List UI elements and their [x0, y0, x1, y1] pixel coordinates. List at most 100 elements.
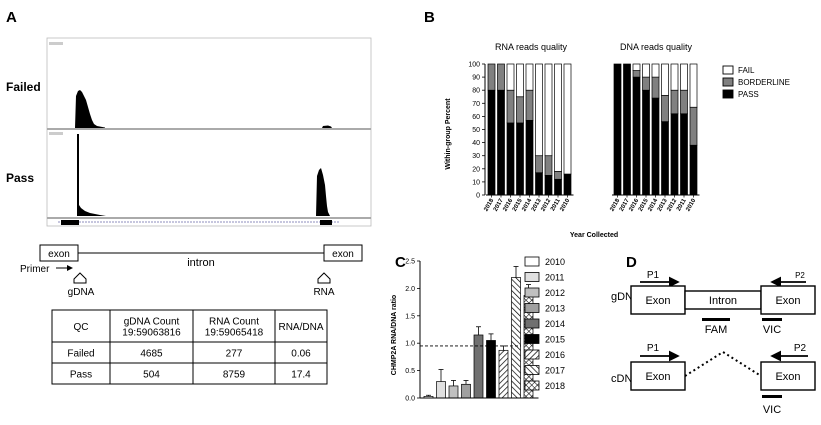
- gdna-exon1-label: Exon: [645, 295, 670, 307]
- assay-cdna: cDNA P1 P2 Exon Exon VIC: [611, 343, 816, 416]
- chart-b-y-tick-label: 40: [472, 140, 480, 147]
- table-cell: Failed: [67, 349, 94, 360]
- chart-b-title-rna: RNA reads quality: [495, 42, 568, 52]
- chart-b-y-tick-label: 30: [472, 153, 480, 160]
- chart-c-legend-label: 2013: [545, 304, 565, 314]
- chart-b-bar-fail: [642, 63, 650, 78]
- panel-c: C CHMP2A RNA/DNA ratio 0.0 0.5 1.0 1.5 2.0 2.…: [391, 254, 565, 403]
- annotation-exon: [61, 220, 79, 225]
- chart-b-bar-borderline: [535, 155, 543, 174]
- cdna-exon2-box: [760, 361, 816, 391]
- chart-b-bar-pass: [623, 63, 631, 196]
- table-cell: 4685: [140, 349, 163, 360]
- chart-b-x-tick-label: 2010: [559, 197, 571, 212]
- table-cell: 17.4: [291, 370, 311, 381]
- chart-b-bar-pass: [487, 89, 496, 196]
- chart-b-bar-pass: [670, 113, 679, 196]
- chart-b-bar-borderline: [632, 70, 641, 78]
- table-cell: 504: [143, 370, 160, 381]
- chart-c-ylabel: CHMP2A RNA/DNA ratio: [391, 295, 398, 375]
- chart-c-bar: [511, 277, 521, 399]
- chart-b-bar-borderline: [516, 96, 524, 124]
- chart-c-legend-label: 2017: [545, 366, 565, 376]
- cdna-exon1-label: Exon: [645, 371, 670, 383]
- chart-b-bar-borderline: [661, 95, 669, 122]
- chart-b-bar-pass: [554, 178, 562, 196]
- gdna-label: gDNA: [68, 287, 95, 298]
- exon-label-right: exon: [332, 249, 354, 260]
- track-scale: [49, 42, 63, 45]
- chart-c-y-tick-label: 1.5: [405, 313, 415, 320]
- chart-c-y-tick-label: 0.5: [405, 368, 415, 375]
- pass-coverage-gdna: [77, 134, 106, 216]
- legend-swatch: [722, 89, 734, 99]
- fam-probe-label: FAM: [705, 324, 728, 336]
- chart-c-y-tick-label: 1.0: [405, 341, 415, 348]
- failed-coverage-peak: [75, 90, 105, 128]
- chart-b-y-tick-label: 0: [476, 193, 480, 200]
- chart-c-bar: [473, 334, 484, 399]
- chart-c-y-tick-label: 2.0: [405, 286, 415, 293]
- chart-b-bar-borderline: [689, 106, 698, 146]
- gdna-marker-icon: [73, 272, 87, 284]
- chart-b-bar-borderline: [497, 63, 505, 91]
- table-header-cell: gDNA Count 19:59063816: [122, 317, 181, 339]
- chart-b-bar-fail: [651, 63, 660, 78]
- table-frame: [51, 309, 328, 385]
- chart-b-bar-pass: [680, 113, 688, 196]
- chart-b-bar-borderline: [680, 89, 688, 115]
- annotation-exon: [320, 220, 332, 225]
- chart-b-bar-pass: [516, 122, 524, 196]
- vic-probe-label: VIC: [763, 324, 781, 336]
- panel-a: A Failed Pass exon intron: [6, 9, 372, 385]
- legend-label: BORDERLINE: [738, 78, 790, 87]
- chart-b-bar-fail: [563, 63, 572, 175]
- chart-b-y-tick-label: 50: [472, 127, 480, 134]
- chart-b-bar-pass: [651, 97, 660, 196]
- table-cell: Pass: [70, 370, 92, 381]
- chart-b-bar-fail: [535, 63, 543, 157]
- chart-c-legend-swatch: [524, 272, 540, 282]
- chart-b-bar-pass: [689, 144, 698, 196]
- panel-a-letter: A: [6, 9, 17, 26]
- cdna-vic-probe: [762, 395, 782, 398]
- cdna-exon2-label: Exon: [775, 371, 800, 383]
- chart-b-bar-borderline: [506, 89, 515, 124]
- chart-b-bar-borderline: [651, 76, 660, 99]
- chart-b-y-tick-label: 60: [472, 114, 480, 121]
- chart-c-bar: [448, 385, 459, 399]
- chart-c-legend-swatch: [524, 380, 540, 391]
- chart-b-bar-borderline: [487, 63, 496, 91]
- panel-d: D gDNA P1 P2 Exon Intron Exon FAM VIC cD…: [611, 254, 816, 416]
- chart-b-bar-fail: [554, 63, 562, 172]
- chart-b-bar-fail: [544, 63, 553, 157]
- chart-c-legend-label: 2016: [545, 350, 565, 360]
- table-cell: 277: [226, 349, 243, 360]
- table-cell: 0.06: [291, 349, 311, 360]
- chart-c-y-tick-label: 0.0: [405, 396, 415, 403]
- chart-b-bar-borderline: [544, 155, 553, 176]
- chart-c-legend: 2010 2011 2012 2013 2014 2015 2016 2017 2018: [524, 256, 565, 391]
- chart-b-bar-pass: [632, 76, 641, 196]
- chart-b-x-tick-label: 2010: [685, 197, 697, 212]
- chart-b-bar-borderline: [525, 89, 534, 121]
- chart-c-legend-label: 2010: [545, 257, 565, 267]
- chart-c-legend-swatch: [524, 303, 540, 313]
- gdna-exon2-box: [760, 285, 816, 315]
- chart-b-bar-fail: [516, 63, 524, 98]
- chart-b-bar-fail: [506, 63, 515, 91]
- chart-c-legend-label: 2012: [545, 288, 565, 298]
- chart-b-bar-pass: [613, 63, 622, 196]
- panel-b: B RNA reads quality DNA reads quality Wi…: [424, 9, 790, 239]
- chart-c-bar: [436, 381, 446, 399]
- gdna-exon1-box: [630, 285, 686, 315]
- chart-b-ylabel: Within-group Percent: [445, 98, 452, 170]
- pass-coverage-rna: [316, 168, 330, 216]
- cdna-primer-p2-label: P2: [794, 343, 807, 354]
- primer-p1-label: P1: [647, 270, 660, 281]
- chart-b-bar-borderline: [554, 171, 562, 180]
- chart-c-legend-swatch: [524, 349, 540, 360]
- intron-label: intron: [187, 257, 215, 269]
- chart-b-y-tick-label: 90: [472, 75, 480, 82]
